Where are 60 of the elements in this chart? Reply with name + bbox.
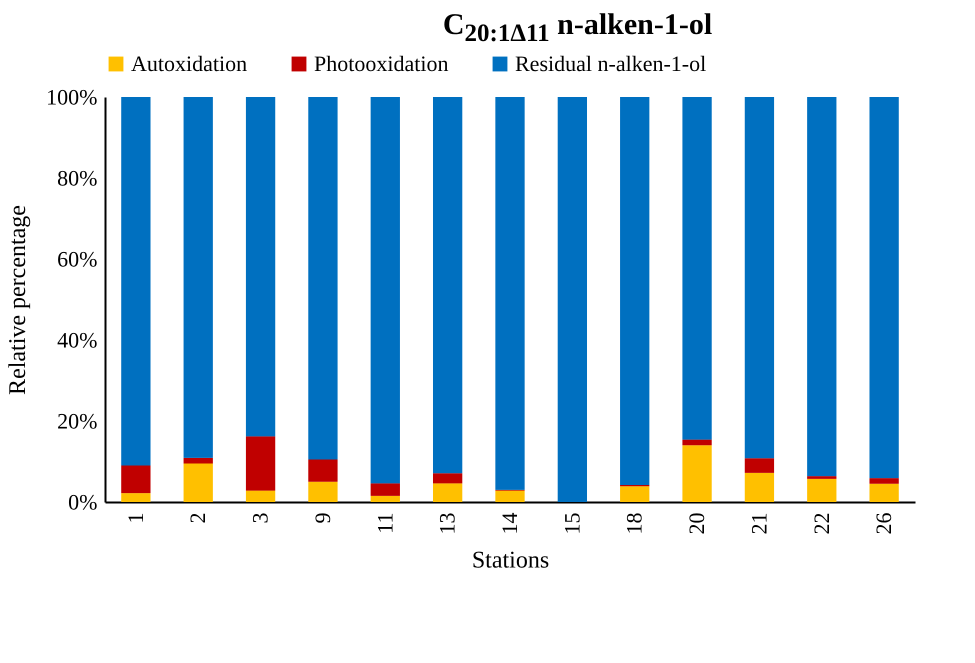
x-tick-label: 20 [684,512,710,534]
bar [370,496,400,502]
bar [121,493,151,502]
y-tick-label: 0% [68,490,98,514]
bar [246,97,276,436]
x-tick-label: 14 [497,512,522,534]
y-axis-title: Relative percentage [5,205,32,395]
x-tick-label: 15 [559,512,584,534]
bar [807,97,836,476]
bar [432,473,462,484]
bar [370,97,400,484]
bar [495,97,525,490]
y-tick-label: 20% [57,408,98,434]
bar [184,97,213,458]
bar [869,484,899,502]
bar [869,97,899,478]
legend-label: Residual n-alken-1-ol [515,51,706,76]
bar [744,472,774,502]
bar [620,486,650,502]
bar [620,97,650,485]
bar [432,483,462,502]
x-tick-label: 13 [434,512,460,534]
x-tick-label: 26 [871,512,896,534]
x-tick-label: 9 [310,512,335,524]
x-tick-label: 1 [122,512,148,524]
bar [807,478,836,502]
y-tick-label: 40% [57,328,98,352]
bar [495,490,525,502]
x-axis-title: Stations [472,548,550,574]
bar [308,459,338,482]
bar [744,458,774,473]
chart-title: C$_{20:1Δ11}$ n-alken-1-ol [442,7,714,48]
legend-label: Autoxidation [131,51,248,76]
bar [246,490,276,502]
x-tick-label: 11 [372,512,398,534]
bar [184,458,213,464]
legend-label: Photooxidation [314,51,448,76]
bar [682,445,712,502]
bar [744,97,774,458]
x-tick-label: 2 [185,512,210,524]
y-tick-label: 80% [57,166,98,190]
x-tick-label: 3 [248,512,273,524]
bar [682,97,712,440]
bar [807,476,836,479]
x-tick-label: 18 [622,512,647,534]
bar [121,466,151,494]
bar [308,482,338,502]
bar [370,483,400,496]
bar [121,97,151,466]
bar [558,97,588,502]
y-tick-label: 60% [57,246,98,272]
bar [246,436,276,491]
bar [869,478,899,484]
y-tick-label: 100% [46,84,98,110]
bar [184,464,213,502]
x-tick-label: 21 [746,512,772,534]
bar [308,97,338,460]
x-tick-label: 22 [808,512,834,534]
bar [682,440,712,446]
bar [432,97,462,474]
